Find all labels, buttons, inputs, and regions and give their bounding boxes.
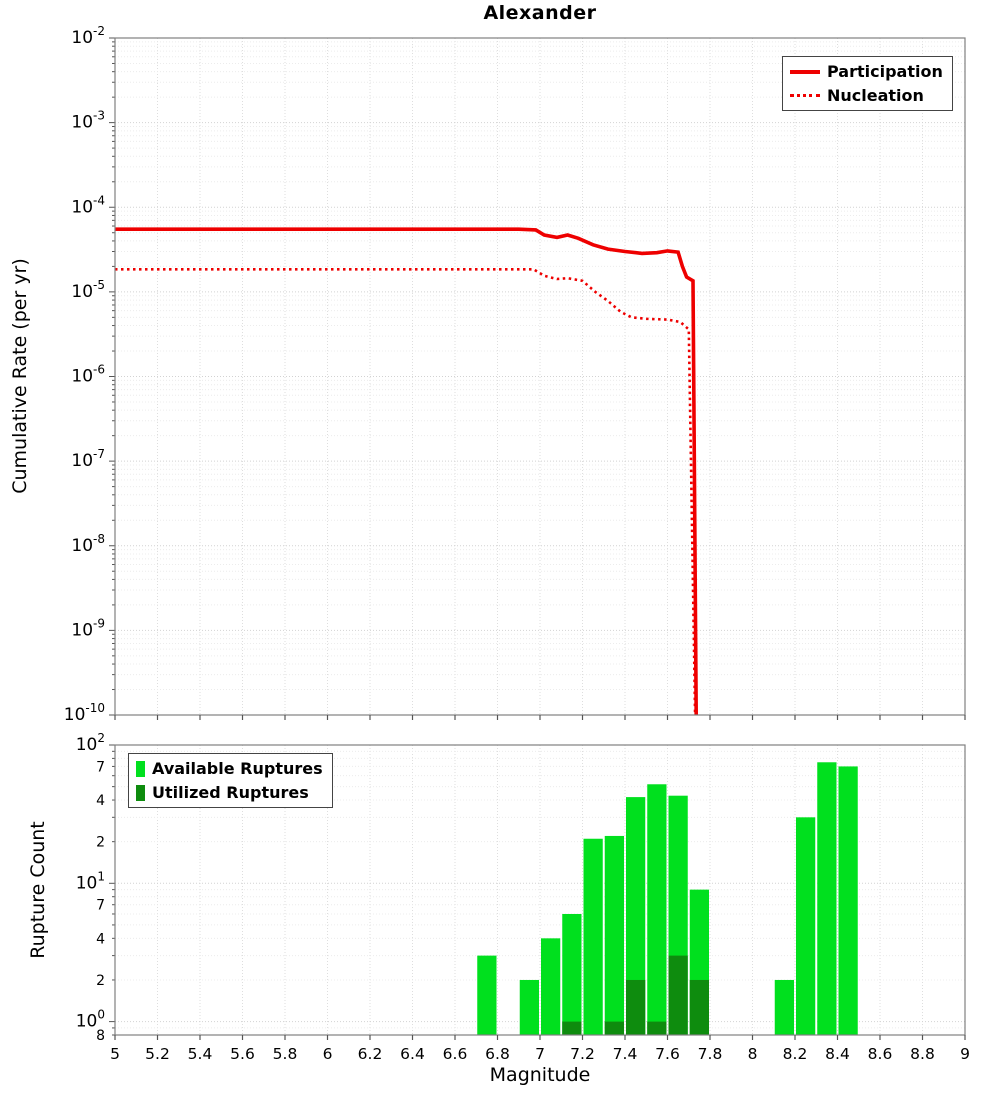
svg-text:10-4: 10-4 [71,193,105,217]
utilized-ruptures-swatch [136,784,145,801]
svg-text:10-5: 10-5 [71,278,105,302]
svg-text:10-3: 10-3 [71,109,105,133]
svg-text:8.4: 8.4 [825,1045,850,1063]
svg-text:6.8: 6.8 [485,1045,510,1063]
rate-chart: 10-2 10-3 10-4 10-5 10-6 10-7 10-8 10-9 10-10 [64,24,966,725]
legend-row-utilized: Utilized Ruptures [136,783,323,802]
nucleation-curve [115,267,697,716]
svg-text:8: 8 [96,1028,105,1044]
chart-title: Alexander [483,2,597,24]
svg-text:7.6: 7.6 [655,1045,680,1063]
x-tick-labels [114,715,966,720]
svg-text:8.8: 8.8 [910,1045,935,1063]
svg-text:100: 100 [76,1008,105,1032]
available-ruptures-swatch [136,760,145,777]
svg-text:10-9: 10-9 [71,616,105,640]
grid-lines [109,37,965,716]
legend-row-available: Available Ruptures [136,759,323,778]
svg-text:7: 7 [96,898,105,914]
x-axis-title: Magnitude [489,1064,591,1086]
nucleation-line-sample [790,94,820,97]
svg-text:6.6: 6.6 [443,1045,468,1063]
svg-text:5.6: 5.6 [230,1045,255,1063]
svg-text:7: 7 [535,1045,545,1063]
svg-text:10-7: 10-7 [71,447,105,471]
svg-text:8: 8 [748,1045,758,1063]
svg-text:7.2: 7.2 [570,1045,595,1063]
legend-label-nucleation: Nucleation [827,86,924,105]
svg-text:8.6: 8.6 [868,1045,893,1063]
svg-text:6.2: 6.2 [358,1045,383,1063]
available-ruptures-bars [477,762,858,1035]
participation-line-sample [790,69,820,74]
svg-text:2: 2 [96,973,105,989]
svg-text:6: 6 [323,1045,333,1063]
participation-curve [115,227,698,716]
svg-text:9: 9 [960,1045,970,1063]
count-legend: Available Ruptures Utilized Ruptures [128,753,333,808]
svg-text:5.2: 5.2 [145,1045,170,1063]
svg-text:10-8: 10-8 [71,532,105,556]
legend-row-nucleation: Nucleation [790,86,943,105]
svg-text:7.8: 7.8 [698,1045,723,1063]
legend-label-participation: Participation [827,62,943,81]
svg-text:10-2: 10-2 [71,24,105,48]
y-tick-labels: 10-2 10-3 10-4 10-5 10-6 10-7 10-8 10-9 10-10 [64,24,105,725]
legend-row-participation: Participation [790,62,943,81]
svg-text:5: 5 [110,1045,120,1063]
svg-text:5.8: 5.8 [273,1045,298,1063]
rate-legend: Participation Nucleation [782,56,953,111]
svg-text:2: 2 [96,835,105,851]
legend-label-utilized: Utilized Ruptures [152,783,309,802]
plot-border [114,37,966,716]
x-tick-labels: 5 5.2 5.4 5.6 5.8 6 6.2 6.4 6.6 6.8 7 7.2 7.4 7.6 7.8 8… [110,1035,970,1063]
svg-text:4: 4 [96,931,105,947]
svg-text:7.4: 7.4 [613,1045,638,1063]
svg-text:101: 101 [76,869,105,893]
svg-text:102: 102 [76,731,105,755]
svg-text:4: 4 [96,793,105,809]
svg-text:7: 7 [96,759,105,775]
svg-text:5.4: 5.4 [188,1045,213,1063]
svg-text:6.4: 6.4 [400,1045,425,1063]
svg-text:10-10: 10-10 [64,701,105,725]
legend-label-available: Available Ruptures [152,759,323,778]
svg-text:8.2: 8.2 [783,1045,808,1063]
svg-text:10-6: 10-6 [71,363,105,387]
utilized-ruptures-bars [562,955,709,1035]
